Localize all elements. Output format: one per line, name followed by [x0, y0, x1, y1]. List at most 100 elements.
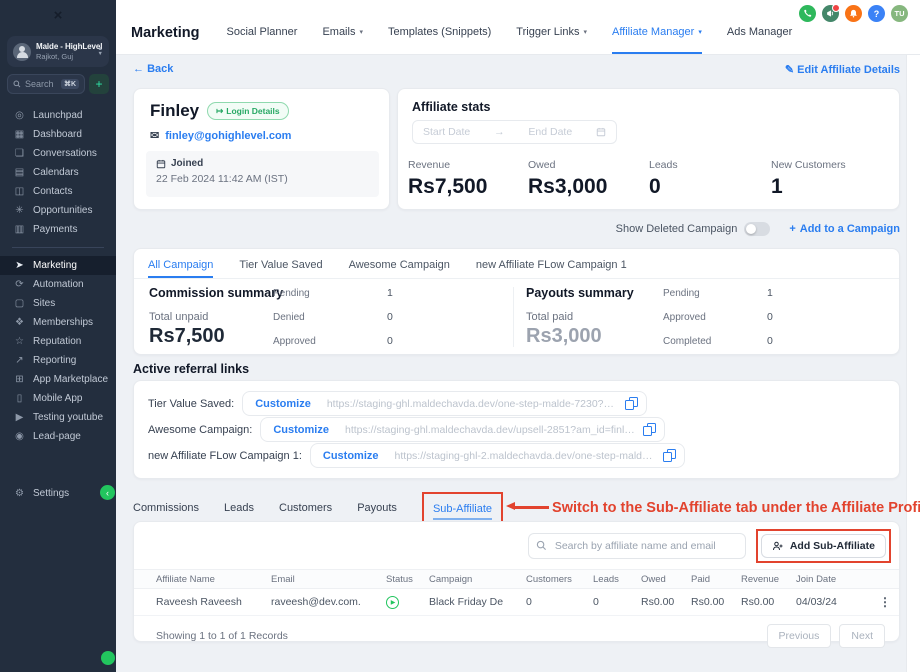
calendar-icon: ▤ [13, 167, 26, 178]
status-active-icon: ▶ [386, 596, 399, 609]
tab-customers[interactable]: Customers [279, 502, 332, 514]
referral-link-row: new Affiliate FLow Campaign 1: Customize… [148, 443, 685, 468]
customize-button[interactable]: Customize [243, 398, 323, 410]
scrollbar[interactable] [906, 55, 920, 672]
referral-url: https://staging-ghl-2.maldechavda.dev/on… [391, 450, 661, 462]
total-paid-label: Total paid [526, 311, 573, 323]
sidebar-item-dashboard[interactable]: ▦Dashboard [0, 125, 116, 144]
previous-page-button[interactable]: Previous [767, 624, 832, 648]
sidebar-item-conversations[interactable]: ❏Conversations [0, 144, 116, 163]
cell-campaign: Black Friday De [429, 596, 526, 608]
login-icon: ↦ [216, 106, 223, 117]
affiliate-search-input[interactable] [528, 533, 746, 559]
envelope-icon: ✉ [150, 129, 159, 142]
customize-button[interactable]: Customize [261, 424, 341, 436]
tab-social-planner[interactable]: Social Planner [227, 11, 298, 54]
cell-revenue: Rs0.00 [741, 596, 796, 608]
tab-sub-affiliate[interactable]: Sub-Affiliate [433, 503, 492, 520]
add-to-campaign-button[interactable]: +Add to a Campaign [789, 223, 900, 235]
tab-commissions[interactable]: Commissions [133, 502, 199, 514]
sites-icon: ▢ [13, 298, 26, 309]
account-switcher[interactable]: Malde - HighLevel Rajkot, Guj ▲▼ [7, 36, 109, 67]
sidebar-item-automation[interactable]: ⟳Automation [0, 275, 116, 294]
sidebar-search-placeholder: Search [25, 79, 54, 89]
sidebar-item-calendars[interactable]: ▤Calendars [0, 163, 116, 182]
sidebar-quick-add-button[interactable]: + [89, 74, 109, 94]
sidebar-item-marketing[interactable]: ➤Marketing [0, 256, 116, 275]
sidebar-item-memberships[interactable]: ❖Memberships [0, 313, 116, 332]
announcements-icon[interactable] [822, 5, 839, 22]
help-icon[interactable]: ? [868, 5, 885, 22]
memberships-icon: ❖ [13, 317, 26, 328]
sidebar-item-mobile-app[interactable]: ▯Mobile App [0, 389, 116, 408]
sidebar-item-contacts[interactable]: ◫Contacts [0, 182, 116, 201]
sidebar-item-launchpad[interactable]: ◎Launchpad [0, 106, 116, 125]
sidebar-collapse-button[interactable]: ‹ [100, 485, 115, 500]
end-date-placeholder: End Date [528, 126, 572, 138]
campaign-tab-awesome[interactable]: Awesome Campaign [349, 259, 450, 278]
lead-icon: ◉ [13, 431, 26, 442]
back-arrow-icon: ← [133, 63, 144, 75]
tab-ads-manager[interactable]: Ads Manager [727, 11, 792, 54]
stat-revenue: RevenueRs7,500 [408, 159, 487, 199]
copy-icon[interactable] [663, 449, 676, 462]
date-range-picker[interactable]: Start Date → End Date [412, 120, 617, 144]
referral-url: https://staging-ghl.maldechavda.dev/upse… [341, 424, 641, 436]
sidebar-item-settings[interactable]: ⚙Settings [0, 484, 116, 503]
campaign-tab-new-affiliate-flow[interactable]: new Affiliate FLow Campaign 1 [476, 259, 627, 278]
sidebar-divider [12, 247, 104, 248]
bell-icon[interactable] [845, 5, 862, 22]
sidebar-item-app-marketplace[interactable]: ⊞App Marketplace [0, 370, 116, 389]
cell-email: raveesh@dev.com. [271, 596, 386, 608]
affiliate-stats-card: Affiliate stats Start Date → End Date Re… [397, 88, 900, 210]
sidebar-item-opportunities[interactable]: ✳Opportunities [0, 201, 116, 220]
campaign-tab-all[interactable]: All Campaign [148, 259, 213, 278]
phone-icon[interactable] [799, 5, 816, 22]
edit-affiliate-details-link[interactable]: ✎ Edit Affiliate Details [785, 63, 900, 76]
row-actions-menu[interactable]: ⋮ [871, 595, 899, 609]
cell-paid: Rs0.00 [691, 596, 741, 608]
marketing-icon: ➤ [13, 260, 26, 271]
sidebar-search-input[interactable]: Search ⌘K [7, 74, 85, 94]
copy-icon[interactable] [625, 397, 638, 410]
tab-payouts[interactable]: Payouts [357, 502, 397, 514]
chevron-down-icon: ▾ [698, 28, 702, 36]
copy-icon[interactable] [643, 423, 656, 436]
tab-templates[interactable]: Templates (Snippets) [388, 11, 491, 54]
sidebar-item-reputation[interactable]: ☆Reputation [0, 332, 116, 351]
cell-affiliate-name: Raveesh Raveesh [156, 596, 271, 608]
sidebar-item-reporting[interactable]: ↗Reporting [0, 351, 116, 370]
next-page-button[interactable]: Next [839, 624, 885, 648]
account-location: Rajkot, Guj [36, 52, 93, 61]
app-window: × Malde - HighLevel Rajkot, Guj ▲▼ Searc… [0, 0, 920, 672]
agency-logo-icon: × [0, 0, 116, 30]
vertical-divider [513, 287, 514, 347]
sidebar-item-payments[interactable]: ▥Payments [0, 220, 116, 239]
referral-link-row: Tier Value Saved: Customize https://stag… [148, 391, 647, 416]
add-sub-affiliate-button[interactable]: Add Sub-Affiliate [761, 534, 886, 558]
tab-leads[interactable]: Leads [224, 502, 254, 514]
customize-button[interactable]: Customize [311, 450, 391, 462]
launchpad-icon: ◎ [13, 110, 26, 121]
back-link[interactable]: ← Back [133, 63, 173, 76]
table-row[interactable]: Raveesh Raveesh raveesh@dev.com. ▶ Black… [134, 589, 899, 616]
search-icon [536, 540, 547, 551]
payouts-summary-title: Payouts summary [526, 286, 634, 300]
login-details-badge[interactable]: ↦Login Details [207, 102, 289, 120]
sidebar-item-testing-youtube[interactable]: ▶Testing youtube [0, 408, 116, 427]
calendar-icon [156, 159, 166, 169]
affiliate-email-link[interactable]: finley@gohighlevel.com [165, 130, 291, 142]
tab-affiliate-manager[interactable]: Affiliate Manager▾ [612, 11, 702, 54]
user-avatar[interactable]: TU [891, 5, 908, 22]
campaign-tab-tier-value-saved[interactable]: Tier Value Saved [239, 259, 322, 278]
chat-icon: ❏ [13, 148, 26, 159]
marketplace-icon: ⊞ [13, 374, 26, 385]
sidebar-item-sites[interactable]: ▢Sites [0, 294, 116, 313]
show-deleted-campaign-toggle[interactable] [744, 222, 770, 236]
sidebar-item-lead-page[interactable]: ◉Lead-page [0, 427, 116, 446]
affiliate-profile-card: Finley ↦Login Details ✉ finley@gohighlev… [133, 88, 390, 210]
tab-emails[interactable]: Emails▾ [322, 11, 363, 54]
account-avatar-icon [13, 43, 31, 61]
tab-trigger-links[interactable]: Trigger Links▾ [516, 11, 587, 54]
referral-links-card: Tier Value Saved: Customize https://stag… [133, 380, 900, 479]
